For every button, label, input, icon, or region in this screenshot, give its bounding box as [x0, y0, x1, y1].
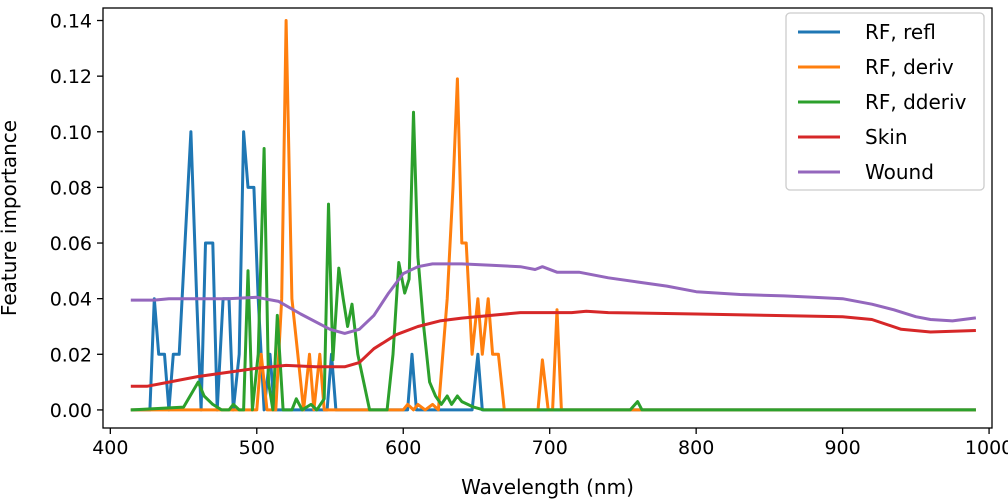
y-tick-label: 0.10: [50, 122, 92, 144]
x-tick-label: 600: [385, 437, 421, 459]
series-line-4: [130, 262, 977, 335]
x-tick-label: 900: [824, 437, 860, 459]
legend-label: RF, deriv: [865, 55, 954, 79]
series-line-2: [130, 110, 976, 412]
y-tick-label: 0.06: [50, 233, 92, 255]
y-axis: 0.00 0.02 0.04 0.06 0.08 0.10 0.12 0.14: [50, 11, 103, 422]
x-axis-title: Wavelength (nm): [461, 475, 634, 499]
y-tick-label: 0.00: [50, 400, 92, 422]
plot-frame: [102, 7, 993, 429]
legend-label: Wound: [865, 160, 934, 184]
x-tick-label: 1000: [965, 437, 1008, 459]
legend-label: RF, dderiv: [865, 90, 967, 114]
x-tick-label: 800: [678, 437, 714, 459]
y-tick-label: 0.14: [50, 11, 92, 33]
series-line-3: [130, 309, 976, 388]
legend-label: RF, refl: [865, 20, 936, 44]
x-tick-label: 700: [532, 437, 568, 459]
plot-series: [130, 19, 977, 412]
y-tick-label: 0.08: [50, 177, 92, 199]
x-axis: 400 500 600 700 800 900 1000: [92, 428, 1008, 459]
y-tick-label: 0.04: [50, 289, 92, 311]
x-tick-label: 400: [92, 437, 128, 459]
legend-box: [785, 12, 985, 191]
x-tick-label: 500: [239, 437, 275, 459]
y-tick-label: 0.12: [50, 66, 92, 88]
y-axis-title: Feature importance: [0, 120, 21, 316]
legend-label: Skin: [865, 125, 908, 149]
legend: RF, refl RF, deriv RF, dderiv Skin Wound: [785, 12, 985, 191]
y-tick-label: 0.02: [50, 344, 92, 366]
